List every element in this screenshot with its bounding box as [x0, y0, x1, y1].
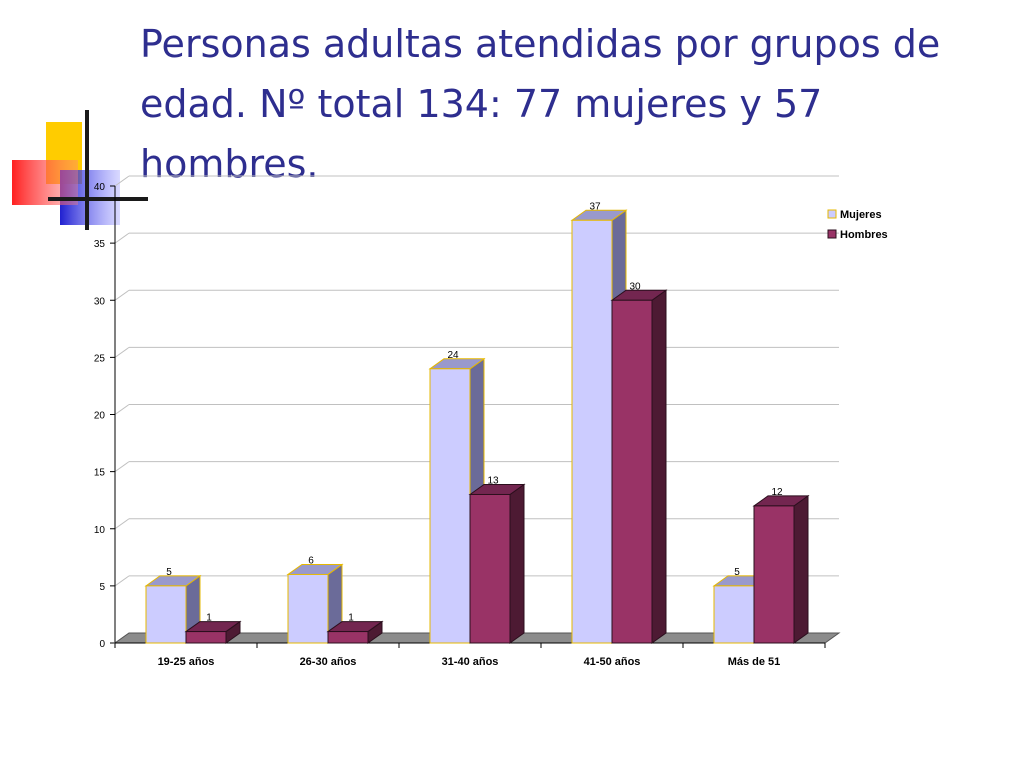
data-label: 5	[734, 567, 740, 578]
y-tick-label: 0	[99, 639, 105, 650]
data-label: 1	[206, 613, 212, 624]
y-tick-label: 30	[94, 296, 106, 307]
gridline-side	[114, 232, 130, 244]
bar-mujeres	[287, 573, 329, 644]
y-tick-label: 25	[94, 353, 106, 364]
data-label: 12	[771, 487, 783, 498]
legend-label-hombres: Hombres	[840, 229, 888, 241]
bar-hombres	[185, 631, 227, 644]
y-tick-label: 10	[94, 525, 106, 536]
bar-mujeres	[713, 585, 755, 644]
x-tick-label: 26-30 años	[300, 656, 357, 668]
data-label: 6	[308, 555, 314, 566]
gridline-side	[114, 575, 130, 587]
data-label: 13	[487, 475, 499, 486]
gridline-side	[114, 404, 130, 415]
bar-side-hombres	[651, 289, 667, 644]
data-label: 30	[629, 281, 641, 292]
x-tick-label: 31-40 años	[442, 656, 499, 668]
data-label: 24	[447, 350, 459, 361]
data-label: 1	[348, 613, 354, 624]
gridline-side	[114, 461, 130, 473]
x-tick-label: 41-50 años	[584, 656, 641, 668]
y-tick-label: 35	[94, 239, 106, 250]
y-tick-label: 5	[99, 582, 105, 593]
vertical-bar	[85, 110, 89, 230]
legend-swatch-mujeres	[827, 209, 837, 219]
y-tick-label: 20	[94, 411, 106, 422]
bar-mujeres	[145, 585, 187, 644]
data-label: 5	[166, 567, 172, 578]
data-label: 37	[589, 201, 601, 212]
y-tick-label: 40	[94, 182, 106, 193]
bar-side-hombres	[509, 483, 525, 644]
x-tick-label: 19-25 años	[158, 656, 215, 668]
gridline-side	[114, 175, 130, 187]
bar-hombres	[753, 505, 795, 644]
legend-swatch-hombres	[827, 229, 837, 239]
x-tick-label: Más de 51	[728, 656, 781, 668]
y-tick-label: 15	[94, 468, 106, 479]
decorative-squares	[12, 110, 148, 230]
gridline-side	[114, 518, 130, 530]
bar-hombres	[327, 631, 369, 644]
bar-hombres	[611, 299, 653, 644]
gridline-side	[114, 346, 130, 358]
bar-mujeres	[429, 368, 471, 644]
bar-hombres	[469, 493, 511, 644]
legend-label-mujeres: Mujeres	[840, 209, 882, 221]
horizontal-bar	[48, 197, 148, 201]
bar-side-hombres	[793, 494, 809, 644]
slide-title: Personas adultas atendidas por grupos de…	[140, 22, 941, 186]
gridline-side	[114, 289, 130, 301]
bar-mujeres	[571, 219, 613, 644]
